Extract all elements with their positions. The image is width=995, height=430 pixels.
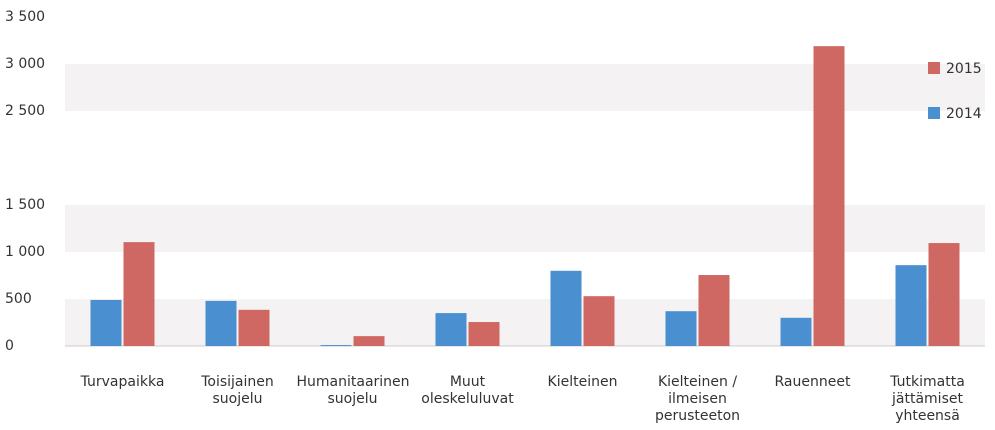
- x-tick-label: Rauenneet: [774, 374, 851, 390]
- x-tick-label: Humanitaarinen suojelu: [296, 374, 410, 407]
- bar: [238, 309, 270, 346]
- x-tick-label: Kielteinen: [547, 374, 618, 390]
- bar: [90, 299, 122, 346]
- y-tick-label: 500: [5, 291, 32, 307]
- grid-band: [65, 205, 985, 252]
- legend-label: 2015: [946, 61, 982, 77]
- y-tick-label: 3 500: [5, 9, 45, 25]
- bar: [928, 243, 960, 346]
- x-tick-label: Muut oleskeluluvat: [421, 374, 514, 407]
- bar: [698, 275, 730, 346]
- bar: [583, 296, 615, 346]
- bar: [895, 265, 927, 346]
- y-tick-label: 2 500: [5, 103, 45, 119]
- y-tick-label: 1 000: [5, 244, 45, 260]
- bar: [123, 242, 155, 346]
- legend-label: 2014: [946, 106, 982, 122]
- bar: [550, 270, 582, 346]
- bar: [435, 313, 467, 346]
- bar: [468, 322, 500, 346]
- y-tick-label: 1 500: [5, 197, 45, 213]
- bar: [353, 336, 385, 346]
- x-tick-label: Toisijainen suojelu: [201, 374, 274, 407]
- x-tick-label: Turvapaikka: [80, 374, 165, 390]
- bar: [205, 300, 237, 346]
- legend-swatch: [928, 107, 940, 119]
- grid-band: [65, 299, 985, 346]
- y-tick-label: 0: [5, 338, 14, 354]
- legend-swatch: [928, 62, 940, 74]
- bar: [665, 311, 697, 346]
- bar: [813, 46, 845, 346]
- bar: [320, 345, 352, 347]
- grid-band: [65, 64, 985, 111]
- y-tick-label: 3 000: [5, 56, 45, 72]
- x-tick-label: Kielteinen / ilmeisen perusteeton: [654, 374, 741, 424]
- bar: [780, 317, 812, 346]
- x-tick-label: Tutkimatta jättämiset yhteensä: [890, 374, 965, 424]
